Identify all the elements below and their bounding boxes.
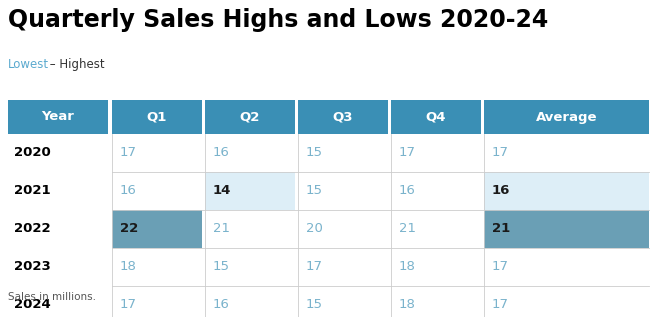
Text: 21: 21 bbox=[399, 223, 416, 236]
Text: 2020: 2020 bbox=[14, 146, 51, 159]
Text: 21: 21 bbox=[213, 223, 230, 236]
Text: 15: 15 bbox=[213, 261, 230, 274]
Text: 17: 17 bbox=[492, 146, 509, 159]
Text: 17: 17 bbox=[306, 261, 323, 274]
Text: Average: Average bbox=[536, 111, 598, 124]
Bar bbox=[205, 100, 295, 134]
Text: Q3: Q3 bbox=[332, 111, 353, 124]
Bar bbox=[112, 100, 202, 134]
Text: Year: Year bbox=[42, 111, 75, 124]
Text: 17: 17 bbox=[492, 261, 509, 274]
Text: – Highest: – Highest bbox=[46, 58, 104, 71]
Text: 15: 15 bbox=[306, 146, 323, 159]
Text: 2023: 2023 bbox=[14, 261, 51, 274]
Bar bbox=[8, 100, 108, 134]
Bar bbox=[391, 100, 481, 134]
Bar bbox=[205, 172, 295, 210]
Text: 16: 16 bbox=[213, 299, 230, 312]
Text: 2021: 2021 bbox=[14, 184, 51, 197]
Text: 20: 20 bbox=[306, 223, 323, 236]
Bar bbox=[484, 210, 649, 248]
Text: 17: 17 bbox=[120, 146, 137, 159]
Text: 17: 17 bbox=[120, 299, 137, 312]
Bar bbox=[484, 100, 649, 134]
Bar bbox=[112, 210, 202, 248]
Text: 21: 21 bbox=[492, 223, 510, 236]
Text: 2022: 2022 bbox=[14, 223, 51, 236]
Text: 16: 16 bbox=[213, 146, 230, 159]
Text: 17: 17 bbox=[399, 146, 416, 159]
Text: 2024: 2024 bbox=[14, 299, 51, 312]
Text: 16: 16 bbox=[492, 184, 510, 197]
Text: 16: 16 bbox=[120, 184, 137, 197]
Text: Quarterly Sales Highs and Lows 2020-24: Quarterly Sales Highs and Lows 2020-24 bbox=[8, 8, 548, 32]
Text: 15: 15 bbox=[306, 299, 323, 312]
Text: 16: 16 bbox=[399, 184, 416, 197]
Text: 22: 22 bbox=[120, 223, 138, 236]
Text: 17: 17 bbox=[492, 299, 509, 312]
Text: Q2: Q2 bbox=[240, 111, 260, 124]
Text: Q1: Q1 bbox=[147, 111, 167, 124]
Text: 15: 15 bbox=[306, 184, 323, 197]
Text: 18: 18 bbox=[399, 261, 416, 274]
Text: Q4: Q4 bbox=[426, 111, 446, 124]
Text: Sales in millions.: Sales in millions. bbox=[8, 292, 96, 302]
Text: 14: 14 bbox=[213, 184, 231, 197]
Text: Lowest: Lowest bbox=[8, 58, 49, 71]
Bar bbox=[484, 172, 649, 210]
Bar bbox=[298, 100, 388, 134]
Text: 18: 18 bbox=[399, 299, 416, 312]
Text: 18: 18 bbox=[120, 261, 137, 274]
